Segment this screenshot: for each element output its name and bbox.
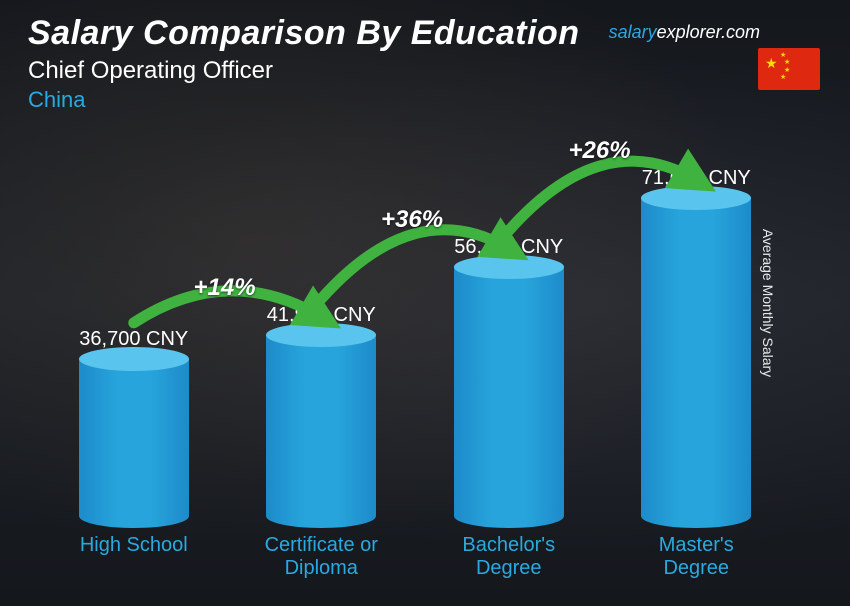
bar-3: 71,600 CNY — [603, 167, 791, 528]
x-label-2: Bachelor'sDegree — [415, 528, 603, 586]
x-label-3: Master'sDegree — [603, 528, 791, 586]
x-label-1: Certificate orDiploma — [228, 528, 416, 586]
bar-cylinder — [641, 198, 751, 528]
bar-1: 41,900 CNY — [228, 304, 416, 528]
brand-watermark: salaryexplorer.com — [609, 22, 760, 43]
salary-bar-chart: 36,700 CNY 41,900 CNY 56,700 CNY 71,600 … — [40, 140, 790, 586]
job-title: Chief Operating Officer — [28, 57, 822, 85]
country-label: China — [28, 87, 822, 113]
x-label-0: High School — [40, 528, 228, 586]
bar-cylinder — [454, 267, 564, 528]
bar-0: 36,700 CNY — [40, 328, 228, 528]
brand-accent: salary — [609, 22, 657, 42]
bar-cylinder — [266, 335, 376, 528]
bar-cylinder — [79, 359, 189, 528]
china-flag-icon: ★ ★★★★ — [758, 48, 820, 90]
bar-2: 56,700 CNY — [415, 236, 603, 528]
brand-rest: explorer.com — [657, 22, 760, 42]
